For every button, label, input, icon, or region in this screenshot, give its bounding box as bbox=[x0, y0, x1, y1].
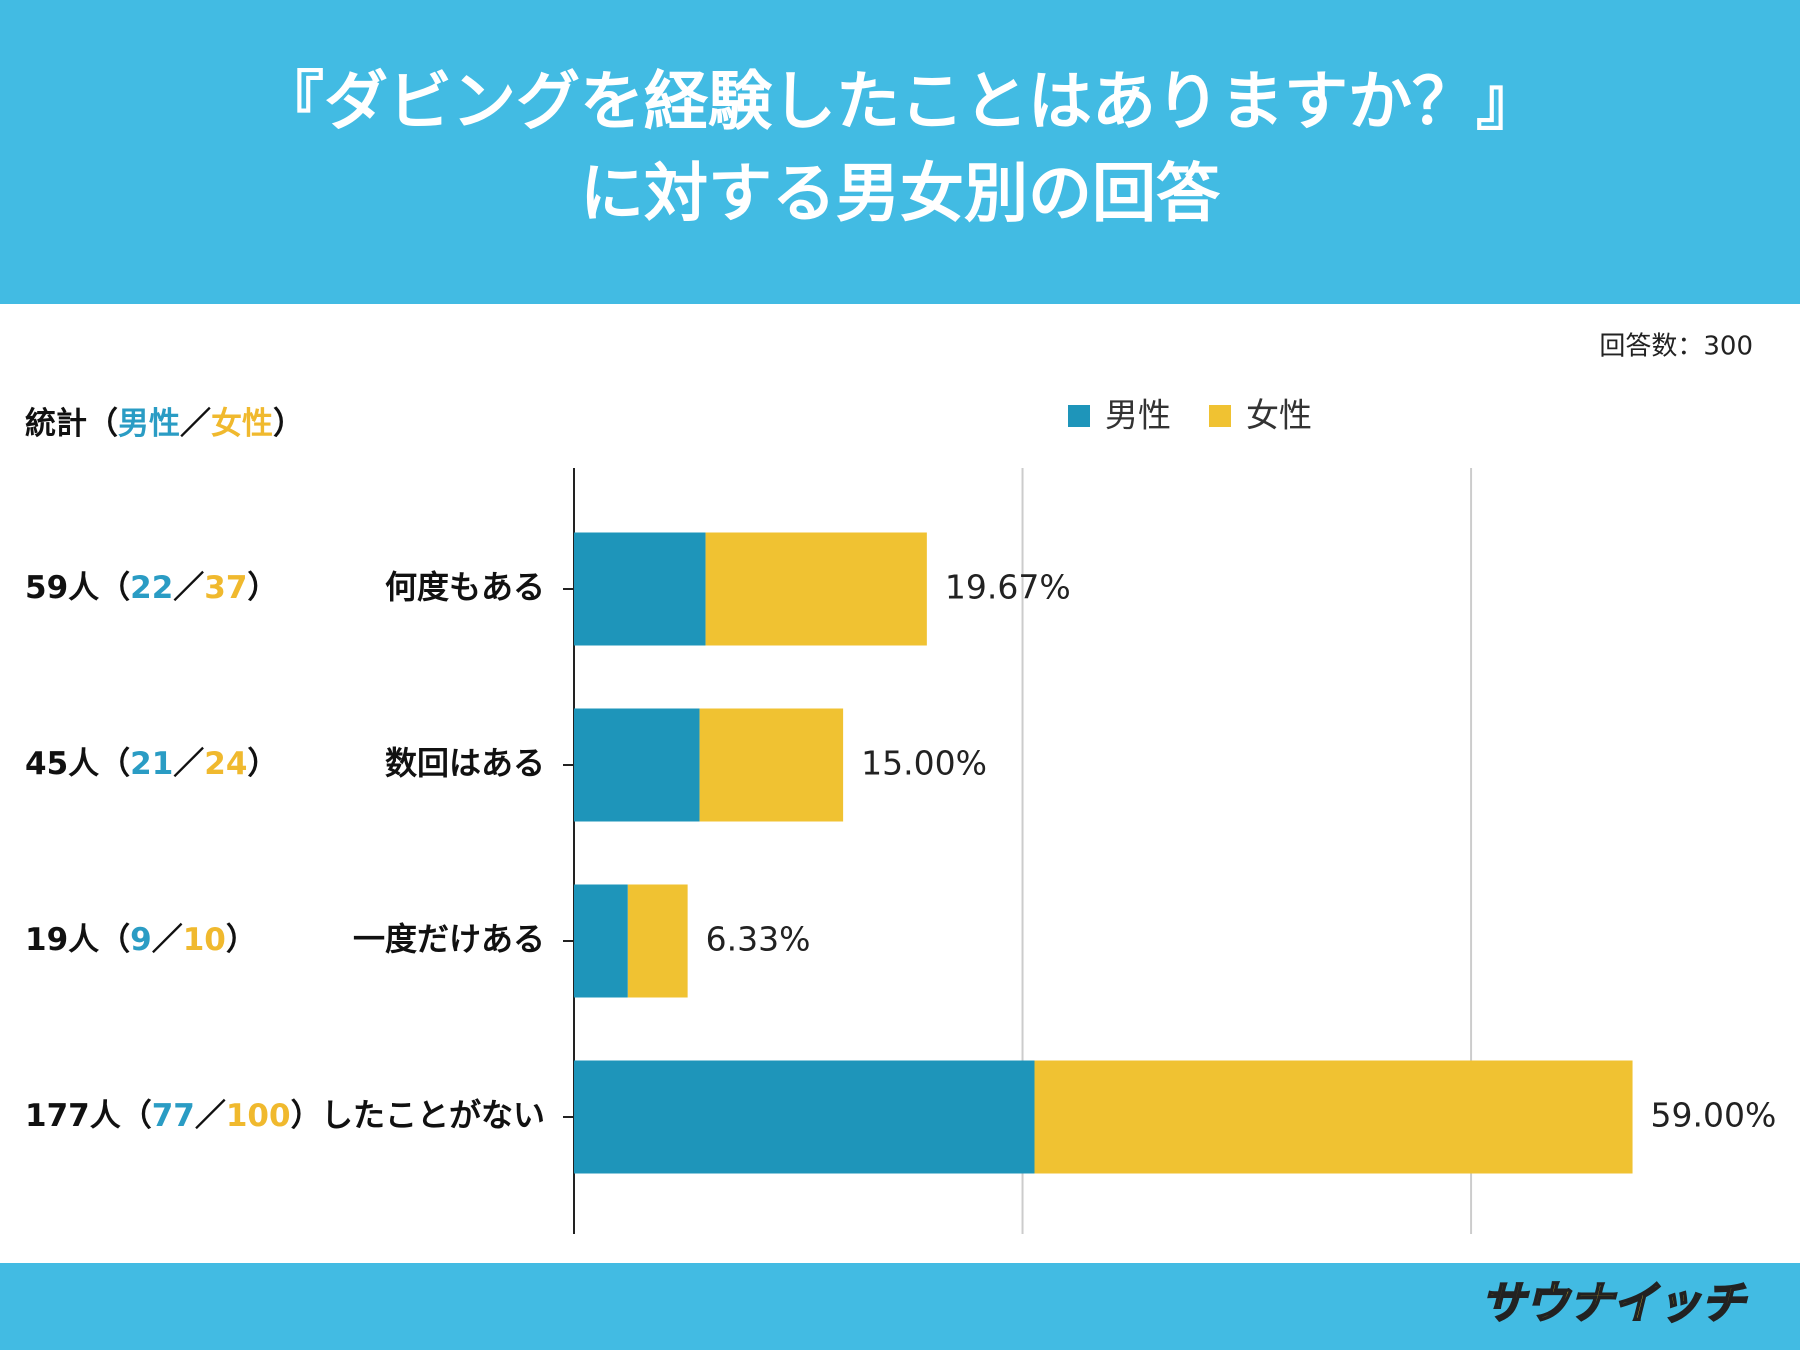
bar-segment bbox=[1034, 1060, 1633, 1174]
stats-text: 45人（21／24） bbox=[25, 746, 278, 782]
stats-piece: ／ bbox=[173, 570, 204, 606]
percent-label: 15.00% bbox=[861, 744, 987, 783]
stats-piece: ／ bbox=[195, 1098, 226, 1134]
stats-piece: ） bbox=[247, 570, 278, 606]
stats-piece: 37 bbox=[204, 570, 247, 606]
stats-piece: 77 bbox=[152, 1098, 195, 1134]
stats-piece: 22 bbox=[130, 570, 173, 606]
bar-segment bbox=[574, 1060, 1035, 1174]
bar-segment bbox=[705, 532, 927, 646]
stats-piece: 10 bbox=[183, 922, 226, 958]
stats-piece: 9 bbox=[130, 922, 152, 958]
bar-segment bbox=[574, 884, 628, 998]
stats-text: 177人（77／100） bbox=[25, 1098, 322, 1134]
category-label: 何度もある bbox=[385, 568, 545, 606]
category-label: 数回はある bbox=[385, 744, 545, 782]
stats-piece: ） bbox=[291, 1098, 322, 1134]
stats-piece: ） bbox=[226, 922, 257, 958]
percent-label: 19.67% bbox=[945, 568, 1071, 607]
header-band bbox=[0, 0, 1800, 304]
legend-swatch bbox=[1209, 405, 1231, 427]
legend-label: 女性 bbox=[1246, 396, 1312, 435]
bar-segment bbox=[574, 532, 706, 646]
stats-piece: ／ bbox=[173, 746, 204, 782]
legend-swatch bbox=[1068, 405, 1090, 427]
stats-piece: 19人（ bbox=[25, 922, 130, 958]
stats-piece: 59人（ bbox=[25, 570, 130, 606]
stats-piece: ／ bbox=[152, 922, 183, 958]
category-label: したことがない bbox=[321, 1096, 545, 1134]
stats-piece: 男性 bbox=[118, 406, 180, 442]
stats-piece: ） bbox=[247, 746, 278, 782]
stats-piece: 21 bbox=[130, 746, 173, 782]
logo: サウナイッチ bbox=[1481, 1278, 1748, 1329]
percent-label: 59.00% bbox=[1651, 1096, 1777, 1135]
percent-label: 6.33% bbox=[706, 920, 811, 959]
stats-piece: 45人（ bbox=[25, 746, 130, 782]
chart-title: 『ダビングを経験したことはありますか？』 bbox=[260, 66, 1540, 140]
stats-piece: 統計（ bbox=[25, 406, 118, 442]
stats-text: 統計（男性／女性） bbox=[25, 406, 304, 442]
chart-title: に対する男女別の回答 bbox=[580, 158, 1221, 232]
stats-piece: 177人（ bbox=[25, 1098, 152, 1134]
category-label: 一度だけある bbox=[353, 920, 545, 958]
bar-segment bbox=[574, 708, 700, 822]
bar-segment bbox=[699, 708, 844, 822]
bar-segment bbox=[627, 884, 688, 998]
stats-text: 59人（22／37） bbox=[25, 570, 278, 606]
stats-piece: ） bbox=[273, 406, 304, 442]
legend-label: 男性 bbox=[1105, 396, 1171, 435]
footer-band bbox=[0, 1263, 1800, 1350]
respondent-note: 回答数：300 bbox=[1599, 332, 1753, 362]
stats-piece: 100 bbox=[226, 1098, 291, 1134]
stats-piece: 24 bbox=[204, 746, 247, 782]
stats-piece: ／ bbox=[180, 406, 211, 442]
stats-piece: 女性 bbox=[211, 406, 273, 442]
stats-text: 19人（9／10） bbox=[25, 922, 257, 958]
